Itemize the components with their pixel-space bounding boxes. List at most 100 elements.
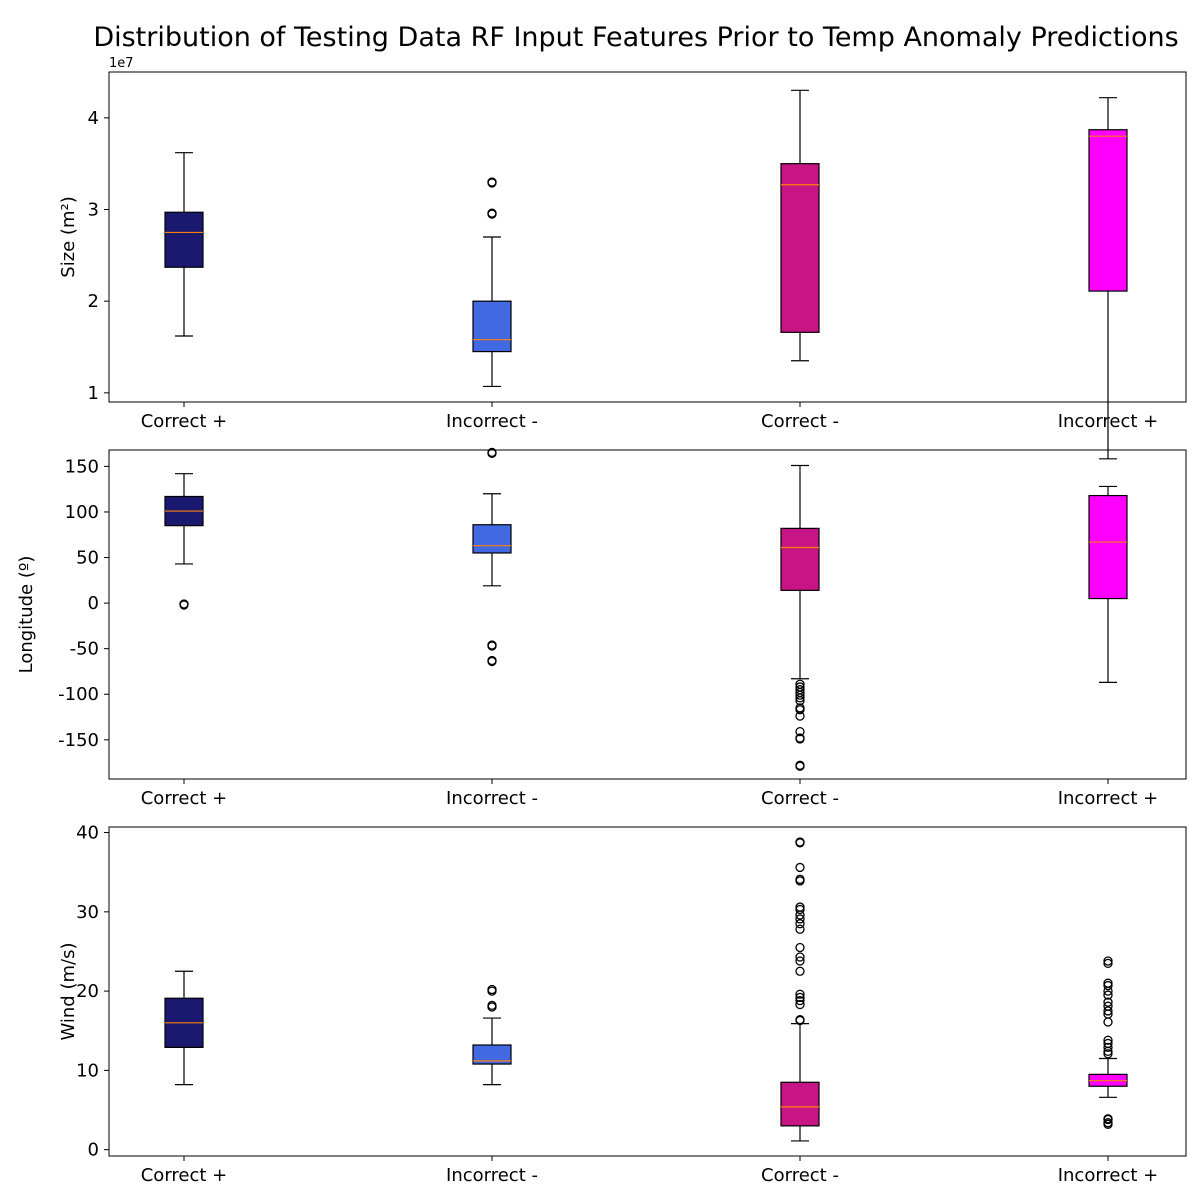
outlier-point <box>1103 1035 1113 1045</box>
box-incorrect-group <box>1088 97 1128 460</box>
y-axis-label: Wind (m/s) <box>58 943 79 1041</box>
box-iqr <box>1088 129 1128 292</box>
outlier-point <box>487 208 497 218</box>
outlier-point <box>795 690 805 700</box>
box-iqr <box>472 524 512 554</box>
outlier-point <box>795 914 805 924</box>
box-incorrect-group <box>472 984 512 1086</box>
outlier-point <box>1103 997 1113 1007</box>
outlier-point <box>487 984 497 995</box>
x-tick-label: Incorrect + <box>1058 1165 1159 1186</box>
box-iqr <box>780 163 820 333</box>
box-correct-group <box>780 837 820 1142</box>
y-axis-label: Size (m²) <box>58 196 79 277</box>
box-incorrect-group <box>1088 485 1128 683</box>
y-tick-label: 40 <box>76 823 99 844</box>
outlier-point <box>1103 1001 1113 1011</box>
subplot-3: 0 10 20 30 40 Wind (m/s) Correct + Incorrect - C… <box>58 823 1187 1186</box>
outlier-point <box>795 695 805 706</box>
outlier-point <box>795 837 805 847</box>
x-tick-label: Incorrect - <box>446 1165 538 1186</box>
y-tick-label: 10 <box>76 1060 99 1081</box>
box-iqr <box>780 527 820 591</box>
x-tick-label: Incorrect - <box>446 788 538 809</box>
outlier-point <box>795 734 805 744</box>
y-axis-label: Longitude (º) <box>16 556 37 674</box>
outlier-point <box>1103 1118 1113 1128</box>
subplot-1: 1 2 3 4 Size (m²) 1e7 Correct + Incorrect - Corr… <box>58 56 1187 460</box>
outlier-point <box>1103 980 1113 991</box>
y-offset-label: 1e7 <box>109 56 134 71</box>
outlier-point <box>795 726 805 737</box>
box-correct-group <box>164 152 204 337</box>
outlier-point <box>795 992 805 1003</box>
outlier-point <box>795 989 805 999</box>
y-tick-label: 0 <box>88 1140 99 1161</box>
x-tick-label: Correct - <box>761 788 839 809</box>
outlier-point <box>487 1000 497 1011</box>
y-tick-label: 50 <box>76 548 99 569</box>
outlier-point <box>1103 1042 1113 1053</box>
box-correct-group <box>780 89 820 362</box>
outlier-point <box>795 995 805 1006</box>
y-tick-label: 2 <box>88 291 99 312</box>
figure-title: Distribution of Testing Data RF Input Fe… <box>93 22 1178 53</box>
x-tick-label: Correct + <box>141 788 228 809</box>
outlier-point <box>1103 958 1113 969</box>
outlier-point <box>487 656 497 667</box>
axes-frame <box>108 449 1187 780</box>
y-tick-label: -150 <box>58 730 99 751</box>
box-incorrect-group <box>1088 956 1128 1129</box>
outlier-point <box>795 902 805 912</box>
y-tick-label: 30 <box>76 902 99 923</box>
box-incorrect-group <box>472 493 512 667</box>
outlier-point <box>487 447 497 458</box>
box-incorrect-group <box>472 177 512 458</box>
x-tick-label: Incorrect + <box>1058 788 1159 809</box>
x-tick-label: Correct + <box>141 411 228 432</box>
box-iqr <box>780 1081 820 1127</box>
outlier-point <box>795 761 805 771</box>
outlier-point <box>795 862 805 873</box>
outlier-point <box>795 919 805 929</box>
outlier-point <box>795 952 805 962</box>
subplots: 1 2 3 4 Size (m²) 1e7 Correct + Incorrect - Corr… <box>16 56 1187 1186</box>
x-tick-label: Incorrect - <box>446 411 538 432</box>
outlier-point <box>795 924 805 934</box>
outlier-point <box>1103 1038 1113 1049</box>
box-iqr <box>164 211 204 268</box>
outlier-point <box>795 693 805 703</box>
outlier-point <box>1103 1114 1113 1124</box>
outlier-point <box>1103 1017 1113 1027</box>
outlier-point <box>795 711 805 721</box>
y-tick-label: 1 <box>88 383 99 404</box>
y-tick-label: 3 <box>88 200 99 221</box>
box-correct-group <box>164 970 204 1086</box>
outlier-point <box>487 641 497 651</box>
outlier-point <box>1103 978 1113 988</box>
x-tick-label: Correct + <box>141 1165 228 1186</box>
outlier-point <box>795 705 805 715</box>
box-correct-group <box>164 473 204 610</box>
box-iqr <box>472 1044 512 1065</box>
y-tick-label: 4 <box>88 108 99 129</box>
outlier-point <box>795 956 805 966</box>
subplot-2: -150 -100 -50 0 50 100 150 Longitude (º) Correct… <box>16 449 1187 809</box>
outlier-point <box>487 177 497 187</box>
y-tick-label: 150 <box>65 456 99 477</box>
outlier-point <box>795 904 805 915</box>
outlier-point <box>795 874 805 884</box>
box-iqr <box>1088 494 1128 600</box>
y-tick-label: 20 <box>76 981 99 1002</box>
x-tick-label: Correct - <box>761 1165 839 1186</box>
y-tick-label: 0 <box>88 593 99 614</box>
axes-frame <box>108 826 1187 1157</box>
outlier-point <box>1103 1049 1113 1059</box>
outlier-point <box>795 942 805 953</box>
axes-frame <box>108 71 1187 403</box>
outlier-point <box>795 999 805 1010</box>
y-tick-label: -50 <box>70 639 99 660</box>
y-tick-label: 100 <box>65 502 99 523</box>
outlier-point <box>795 966 805 976</box>
